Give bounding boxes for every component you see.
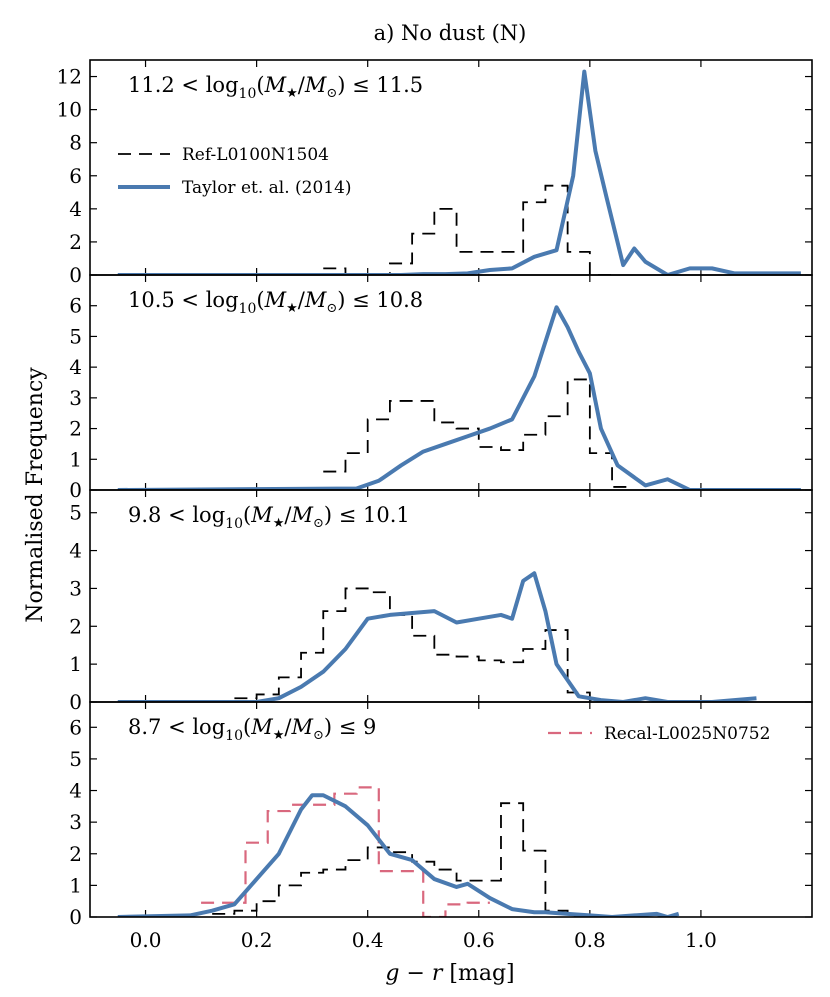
taylor-series (117, 69, 801, 275)
taylor-series (117, 793, 680, 917)
panel-label: 8.7 < log10(M★/M⊙) ≤ 9 (128, 715, 376, 744)
y-tick-label: 0 (69, 263, 82, 287)
y-tick-label: 2 (69, 417, 82, 441)
y-tick-label: 4 (69, 197, 82, 221)
taylor-series (117, 305, 801, 490)
y-tick-label: 0 (69, 478, 82, 502)
x-tick-label: 0.0 (130, 928, 162, 952)
y-tick-label: 3 (69, 576, 82, 600)
panel-frame (89, 701, 813, 918)
y-tick-label: 10 (57, 98, 82, 122)
y-tick-label: 6 (69, 294, 82, 318)
y-tick-label: 1 (69, 873, 82, 897)
y-tick-label: 8 (69, 131, 82, 155)
legend-label: Taylor et. al. (2014) (182, 178, 352, 198)
y-tick-label: 6 (69, 164, 82, 188)
panel-label: 10.5 < log10(M★/M⊙) ≤ 10.8 (128, 288, 423, 317)
legend-label: Recal-L0025N0752 (604, 724, 770, 744)
series-group (117, 69, 801, 275)
x-tick-labels: 0.0 0.2 0.4 0.6 0.8 1.0 (130, 928, 717, 952)
y-tick-label: 5 (69, 747, 82, 771)
panel-3: 0 1 2 3 4 5 9.8 < log10(M★/M⊙) ≤ 10.1 (69, 489, 813, 714)
y-tick-label: 6 (69, 715, 82, 739)
y-tick-label: 4 (69, 539, 82, 563)
ref-series (234, 587, 613, 702)
chart-title: a) No dust (N) (374, 21, 527, 45)
x-tick-label: 0.4 (352, 928, 384, 952)
y-tick-label: 0 (69, 905, 82, 929)
panel-1: 0 2 4 6 8 10 12 11.2 < log10(M★/M⊙) ≤ 11.5 (57, 59, 813, 287)
legend: Ref-L0100N1504 Taylor et. al. (2014) Recal… (118, 145, 770, 744)
y-tick-label: 1 (69, 447, 82, 471)
y-axis-label: Normalised Frequency (23, 367, 48, 623)
ref-series (323, 378, 635, 488)
ref-series (212, 802, 613, 917)
series-group (117, 305, 801, 490)
x-axis-label: g − r [mag] (385, 961, 514, 986)
y-tick-label: 2 (69, 614, 82, 638)
series-group (117, 571, 757, 702)
recal-series (201, 786, 490, 917)
y-tick-label: 5 (69, 324, 82, 348)
x-tick-label: 0.8 (574, 928, 606, 952)
y-tick-label: 2 (69, 842, 82, 866)
y-tick-label: 0 (69, 690, 82, 714)
legend-label: Ref-L0100N1504 (182, 145, 329, 165)
y-tick-label: 4 (69, 355, 82, 379)
panel-label: 9.8 < log10(M★/M⊙) ≤ 10.1 (128, 503, 410, 532)
panel-2: 0 1 2 3 4 5 6 10.5 < log10(M★/M⊙) ≤ 10.8 (69, 274, 813, 502)
x-tick-label: 1.0 (685, 928, 717, 952)
x-tick-label: 0.2 (241, 928, 273, 952)
y-tick-label: 3 (69, 810, 82, 834)
panel-label: 11.2 < log10(M★/M⊙) ≤ 11.5 (128, 73, 423, 102)
x-tick-label: 0.6 (463, 928, 495, 952)
taylor-series (117, 571, 757, 702)
y-tick-label: 4 (69, 779, 82, 803)
panel-4: 0 1 2 3 4 5 6 8.7 < log10(M★/M⊙) ≤ 9 (69, 701, 813, 929)
y-tick-label: 1 (69, 652, 82, 676)
y-tick-label: 5 (69, 501, 82, 525)
series-group (117, 786, 680, 917)
y-tick-label: 2 (69, 230, 82, 254)
y-tick-label: 3 (69, 386, 82, 410)
y-tick-label: 12 (57, 65, 82, 89)
